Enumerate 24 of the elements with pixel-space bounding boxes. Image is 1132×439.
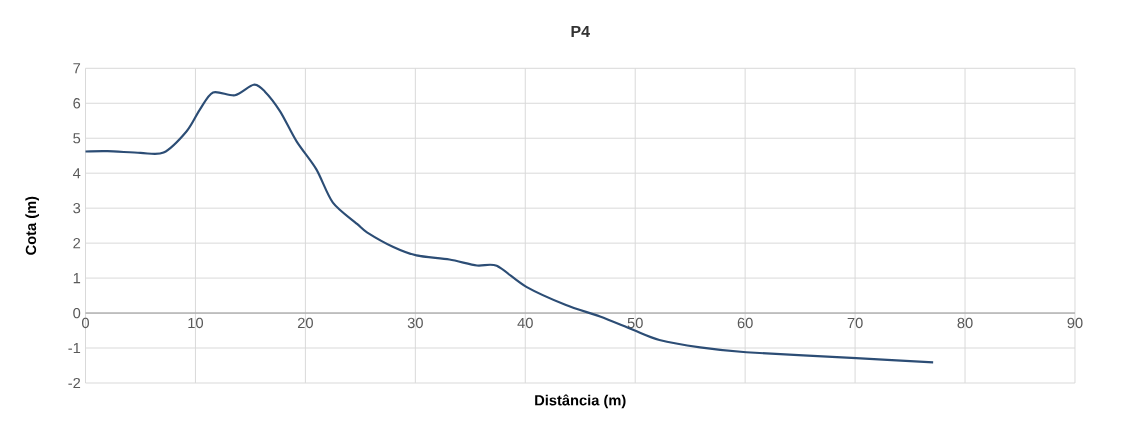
x-axis-title: Distância (m) (535, 394, 626, 409)
y-axis-title: Cota (m) (25, 196, 39, 255)
chart-title: P4 (571, 25, 590, 37)
y-tick-label: -2 (68, 377, 81, 389)
x-tick-label: 20 (297, 317, 313, 329)
y-tick-label: 7 (73, 63, 81, 74)
x-tick-label: 90 (1067, 317, 1083, 329)
x-tick-label: 60 (737, 317, 753, 329)
y-tick-label: -1 (68, 342, 81, 354)
y-tick-label: 0 (73, 307, 81, 319)
x-tick-label: 80 (957, 317, 973, 329)
y-tick-label: 2 (73, 238, 81, 249)
y-tick-label: 6 (73, 98, 81, 109)
y-tick-label: 5 (73, 133, 81, 144)
x-tick-label: 50 (627, 317, 643, 329)
y-tick-label: 3 (73, 202, 81, 214)
y-tick-label: 4 (72, 168, 81, 179)
x-tick-label: 0 (82, 317, 89, 329)
x-tick-label: 10 (188, 317, 204, 329)
line-series (84, 83, 935, 364)
y-tick-label: 1 (73, 273, 81, 284)
x-tick-label: 70 (847, 317, 863, 329)
x-tick-label: 40 (517, 317, 533, 329)
x-tick-label: 30 (407, 317, 423, 329)
